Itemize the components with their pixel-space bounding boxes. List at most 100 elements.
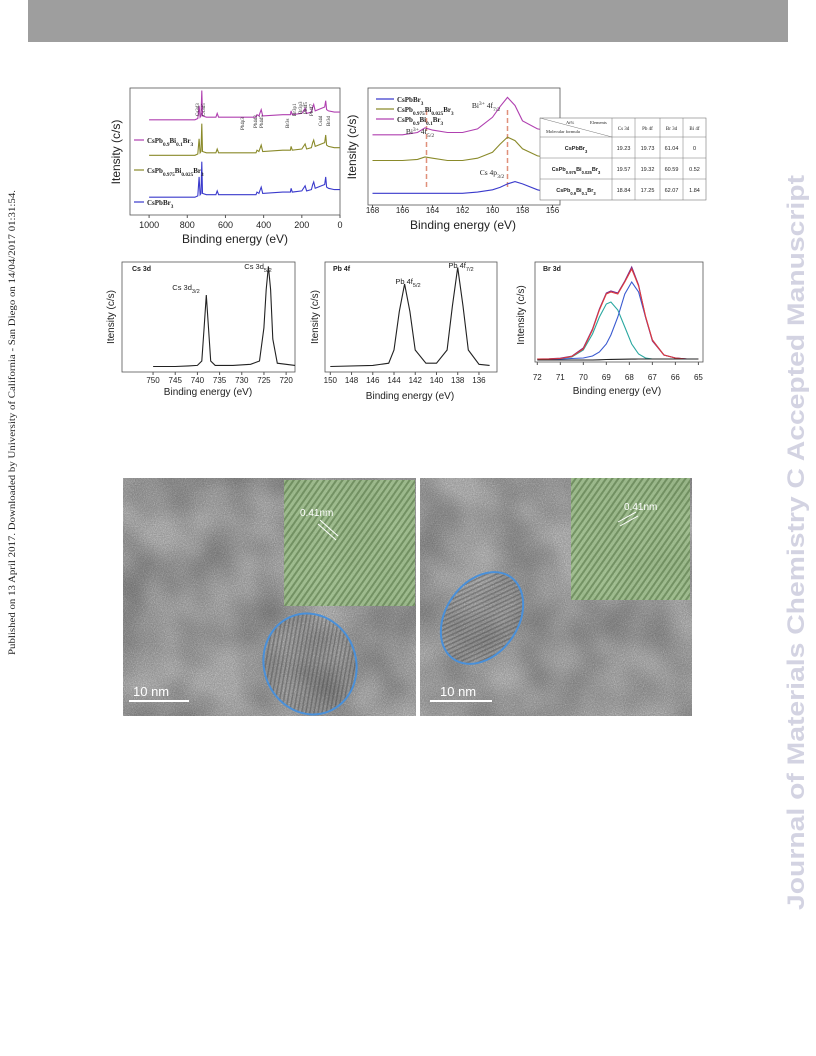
spectrum-line xyxy=(149,123,340,156)
x-tick-label: 156 xyxy=(546,206,560,215)
x-axis-label: Binding energy (eV) xyxy=(573,386,661,397)
x-tick-label: 200 xyxy=(294,220,309,230)
x-tick-label: 730 xyxy=(235,376,249,385)
x-axis-label: Binding energy (eV) xyxy=(410,218,516,232)
y-axis-label: Intensity (c/s) xyxy=(516,285,527,344)
spectrum-line xyxy=(149,161,340,198)
nanocrystal-outline xyxy=(262,612,358,716)
x-tick-label: 750 xyxy=(146,376,160,385)
x-tick-label: 150 xyxy=(324,376,338,385)
table-cell: 19.73 xyxy=(641,146,655,152)
legend-label: CsPb0.975Bi0.025Br3 xyxy=(397,106,454,117)
x-tick-label: 740 xyxy=(191,376,205,385)
peak-annotation: Cs3d3 xyxy=(196,103,201,116)
tem-image-right: 0.41nm 10 nm xyxy=(420,478,692,716)
figure-xps: 1000 800 600 400 200 0 Binding energy (eV) Iten… xyxy=(106,87,704,402)
x-tick-label: 725 xyxy=(257,376,271,385)
table-cell: 19.32 xyxy=(641,167,655,173)
x-tick-label: 600 xyxy=(218,220,233,230)
peak-annotation: Pb4f5 xyxy=(304,102,309,114)
peak-annotation: Cs 3d5/2 xyxy=(244,262,271,274)
x-tick-label: 400 xyxy=(256,220,271,230)
plot-frame xyxy=(129,87,341,216)
peak-annotation: Bi3+ 4f5/2 xyxy=(406,127,435,139)
legend-label: CsPbBr3 xyxy=(397,96,424,107)
table-cell: 0 xyxy=(693,146,696,152)
peak-annotation: Br3d xyxy=(327,116,332,127)
peak-annotation: Pb 4f7/2 xyxy=(448,261,473,273)
peak-annotation: Br3p3 xyxy=(299,101,304,114)
x-tick-label: 72 xyxy=(533,373,542,382)
table-cell: 17.25 xyxy=(641,188,655,194)
table-cell: 60.59 xyxy=(665,167,679,173)
table-corner: At% xyxy=(566,120,575,125)
plot-frame xyxy=(534,261,704,363)
x-tick-label: 66 xyxy=(671,373,680,382)
peak-annotation: Br3s xyxy=(286,119,291,129)
watermark: Journal of Materials Chemistry C Accepte… xyxy=(783,175,810,910)
y-axis-label: Itensity (c/s) xyxy=(310,290,321,344)
x-tick-label: 168 xyxy=(366,206,380,215)
lattice-label: 0.41nm xyxy=(300,508,333,519)
x-tick-label: 142 xyxy=(409,376,423,385)
peak-annotation: Cs3d5 xyxy=(202,103,207,116)
spectrum-line xyxy=(149,90,340,121)
x-axis-label: Binding energy (eV) xyxy=(164,387,252,398)
header-bar xyxy=(28,0,788,42)
tem-image-left: 0.41nm 10 nm xyxy=(123,478,416,716)
x-tick-label: 1000 xyxy=(139,220,159,230)
y-axis-label: Itensity (c/s) xyxy=(109,120,123,185)
x-tick-label: 70 xyxy=(579,373,588,382)
spectrum-line xyxy=(537,265,699,360)
lattice-fringes xyxy=(571,478,690,600)
x-axis-label: Binding energy (eV) xyxy=(182,232,288,246)
x-axis-label: Binding energy (eV) xyxy=(366,391,454,402)
x-tick-label: 146 xyxy=(366,376,380,385)
lattice-marker xyxy=(617,511,637,523)
x-tick-label: 67 xyxy=(648,373,657,382)
table-diagonal xyxy=(539,117,613,138)
table-cell: 62.07 xyxy=(665,188,679,194)
lattice-marker xyxy=(317,523,337,541)
table-row-label: CsPb0.975Bi0.025Br3 xyxy=(552,167,601,175)
side-note: Published on 13 April 2017. Downloaded b… xyxy=(7,190,18,655)
peak-annotation: Cs 3d3/2 xyxy=(172,283,199,295)
legend-label: CsPb0.9Bi0.1Br3 xyxy=(397,116,443,127)
x-tick-label: 162 xyxy=(456,206,470,215)
x-tick-label: 136 xyxy=(472,376,486,385)
table-cell: 0.52 xyxy=(689,167,700,173)
spectrum-line xyxy=(372,96,568,136)
legend-label: CsPbBr3 xyxy=(147,199,174,210)
x-tick-label: 140 xyxy=(430,376,444,385)
y-axis-label: Itensity (c/s) xyxy=(345,115,359,180)
peak-annotation: Cs 4p3/2 xyxy=(480,168,505,180)
spectrum-line xyxy=(537,301,699,360)
spectrum-line xyxy=(537,267,699,360)
x-tick-label: 138 xyxy=(451,376,465,385)
nanocrystal-outline xyxy=(439,571,525,665)
peak-annotation: Bi3+ 4f7/2 xyxy=(472,101,501,113)
x-tick-label: 160 xyxy=(486,206,500,215)
composition-table: At% Elements Molecular formula Cs 3d Pb 4f Br… xyxy=(539,117,707,201)
scale-bar-label: 10 nm xyxy=(440,684,476,699)
spectrum-line xyxy=(330,267,490,368)
spectrum-line xyxy=(537,358,699,361)
peak-annotation: Pb4f7 xyxy=(310,104,315,116)
x-tick-label: 164 xyxy=(426,206,440,215)
x-tick-label: 69 xyxy=(602,373,611,382)
plot-frame xyxy=(121,261,296,373)
lattice-marker xyxy=(319,519,339,537)
x-tick-label: 735 xyxy=(213,376,227,385)
x-tick-label: 0 xyxy=(337,220,342,230)
spectrum-line xyxy=(372,181,568,194)
y-axis-label: Itensity (c/s) xyxy=(106,290,117,344)
lattice-fringes xyxy=(284,480,415,606)
table-cell: 61.04 xyxy=(665,146,679,152)
table-header: Pb 4f xyxy=(642,127,653,132)
peak-annotation: Pb4d5 xyxy=(260,115,265,128)
x-tick-label: 65 xyxy=(694,373,703,382)
panel-label: Cs 3d xyxy=(132,266,151,273)
x-tick-label: 745 xyxy=(169,376,183,385)
